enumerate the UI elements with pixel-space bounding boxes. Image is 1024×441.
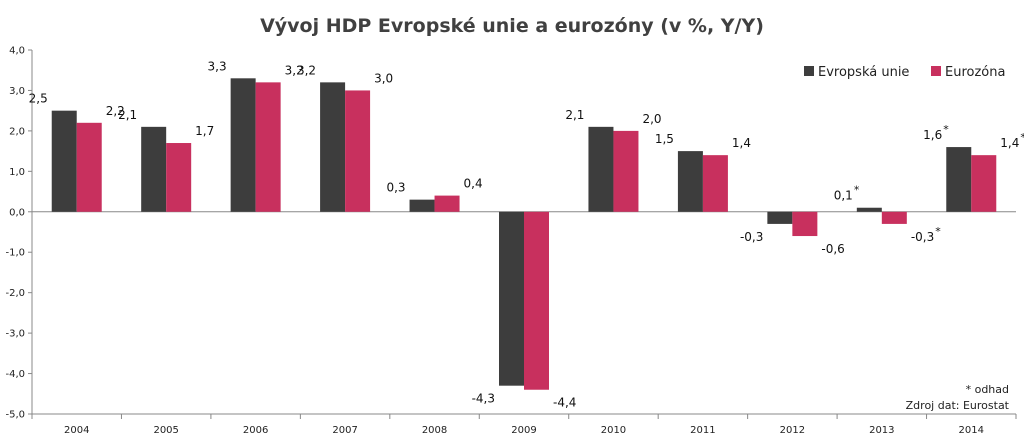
data-label: -0,3 [911, 230, 934, 244]
x-tick-label: 2009 [511, 425, 536, 436]
x-tick-label: 2013 [869, 425, 894, 436]
data-label: 2,0 [642, 112, 661, 126]
data-label: 0,1 [834, 189, 853, 203]
y-tick-label: -4,0 [5, 369, 25, 380]
bar [588, 126, 614, 212]
y-tick-label: -3,0 [5, 329, 25, 340]
x-tick-label: 2007 [332, 425, 357, 436]
bar [320, 82, 346, 212]
legend-label-evropska-unie: Evropská unie [818, 65, 909, 80]
bar [345, 90, 371, 212]
data-label: 0,4 [464, 177, 483, 191]
x-tick-label: 2014 [959, 425, 984, 436]
y-tick-label: 0,0 [9, 207, 25, 218]
x-tick-label: 2006 [243, 425, 268, 436]
data-label: -4,4 [553, 396, 576, 410]
axes: 4,0 3,0 2,0 1,0 0,0 -1,0 -2,0 -3,0 -4,0 -5,0 2004 2… [5, 46, 1017, 436]
bar [856, 207, 882, 212]
estimate-note: * odhad [966, 383, 1009, 396]
legend-swatch-eurozona [931, 66, 941, 76]
chart-title: Vývoj HDP Evropské unie a eurozóny (v %,… [260, 15, 764, 37]
y-tick-label: -2,0 [5, 288, 25, 299]
data-label: 1,5 [655, 132, 674, 146]
x-tick-label: 2005 [153, 425, 178, 436]
x-tick-label: 2011 [690, 425, 715, 436]
bar [702, 155, 728, 212]
data-label: 2,5 [29, 92, 48, 106]
legend-label-eurozona: Eurozóna [945, 65, 1005, 80]
bar [524, 211, 549, 390]
data-label: 1,7 [195, 124, 214, 138]
data-label: -0,3 [740, 230, 763, 244]
bar [499, 211, 524, 386]
bar [971, 155, 997, 212]
data-label: 3,3 [208, 59, 227, 73]
bar [255, 82, 281, 212]
y-tick-label: -5,0 [5, 410, 25, 421]
bar [409, 199, 435, 212]
y-tick-label: 3,0 [9, 86, 25, 97]
bar [76, 122, 102, 212]
data-label: 1,4 [1000, 136, 1019, 150]
data-label: -0,6 [821, 242, 844, 256]
bar [613, 130, 639, 212]
source-note: Zdroj dat: Eurostat [906, 399, 1010, 412]
bar [230, 78, 256, 212]
data-label: 2,1 [118, 108, 137, 122]
data-label: 3,2 [285, 63, 304, 77]
bars [51, 78, 997, 390]
bar [946, 147, 972, 212]
x-tick-label: 2010 [601, 425, 626, 436]
data-label: 2,1 [565, 108, 584, 122]
data-labels: 2,52,13,3 3,20,3-4,32,11,5-0,30,1 *1,6 *2,2… [29, 59, 1024, 409]
y-tick-label: 1,0 [9, 167, 25, 178]
bar [51, 110, 77, 212]
estimate-marker: * [854, 184, 860, 197]
x-tick-label: 2004 [64, 425, 89, 436]
x-tick-label: 2008 [422, 425, 447, 436]
estimate-marker: * [943, 123, 949, 136]
bar [141, 126, 167, 212]
legend: Evropská unie Eurozóna [804, 65, 1005, 80]
x-tick-label: 2012 [780, 425, 805, 436]
bar [434, 195, 460, 212]
data-label: -4,3 [472, 392, 495, 406]
bar [166, 143, 192, 212]
data-label: 1,4 [732, 136, 751, 150]
data-label: 0,3 [386, 181, 405, 195]
y-tick-label: -1,0 [5, 248, 25, 259]
data-label: 2,2 [106, 104, 125, 118]
y-tick-label: 4,0 [9, 46, 25, 57]
data-label: 3,0 [374, 71, 393, 85]
estimate-marker: * [935, 225, 941, 238]
bar [792, 211, 818, 237]
bar [677, 151, 703, 212]
data-label: 1,6 [923, 128, 942, 142]
y-tick-label: 2,0 [9, 126, 25, 137]
legend-swatch-evropska-unie [804, 66, 814, 76]
estimate-marker: * [1020, 131, 1024, 144]
bar [767, 211, 793, 224]
bar [881, 211, 907, 224]
data-label: 3,2 [297, 63, 316, 77]
